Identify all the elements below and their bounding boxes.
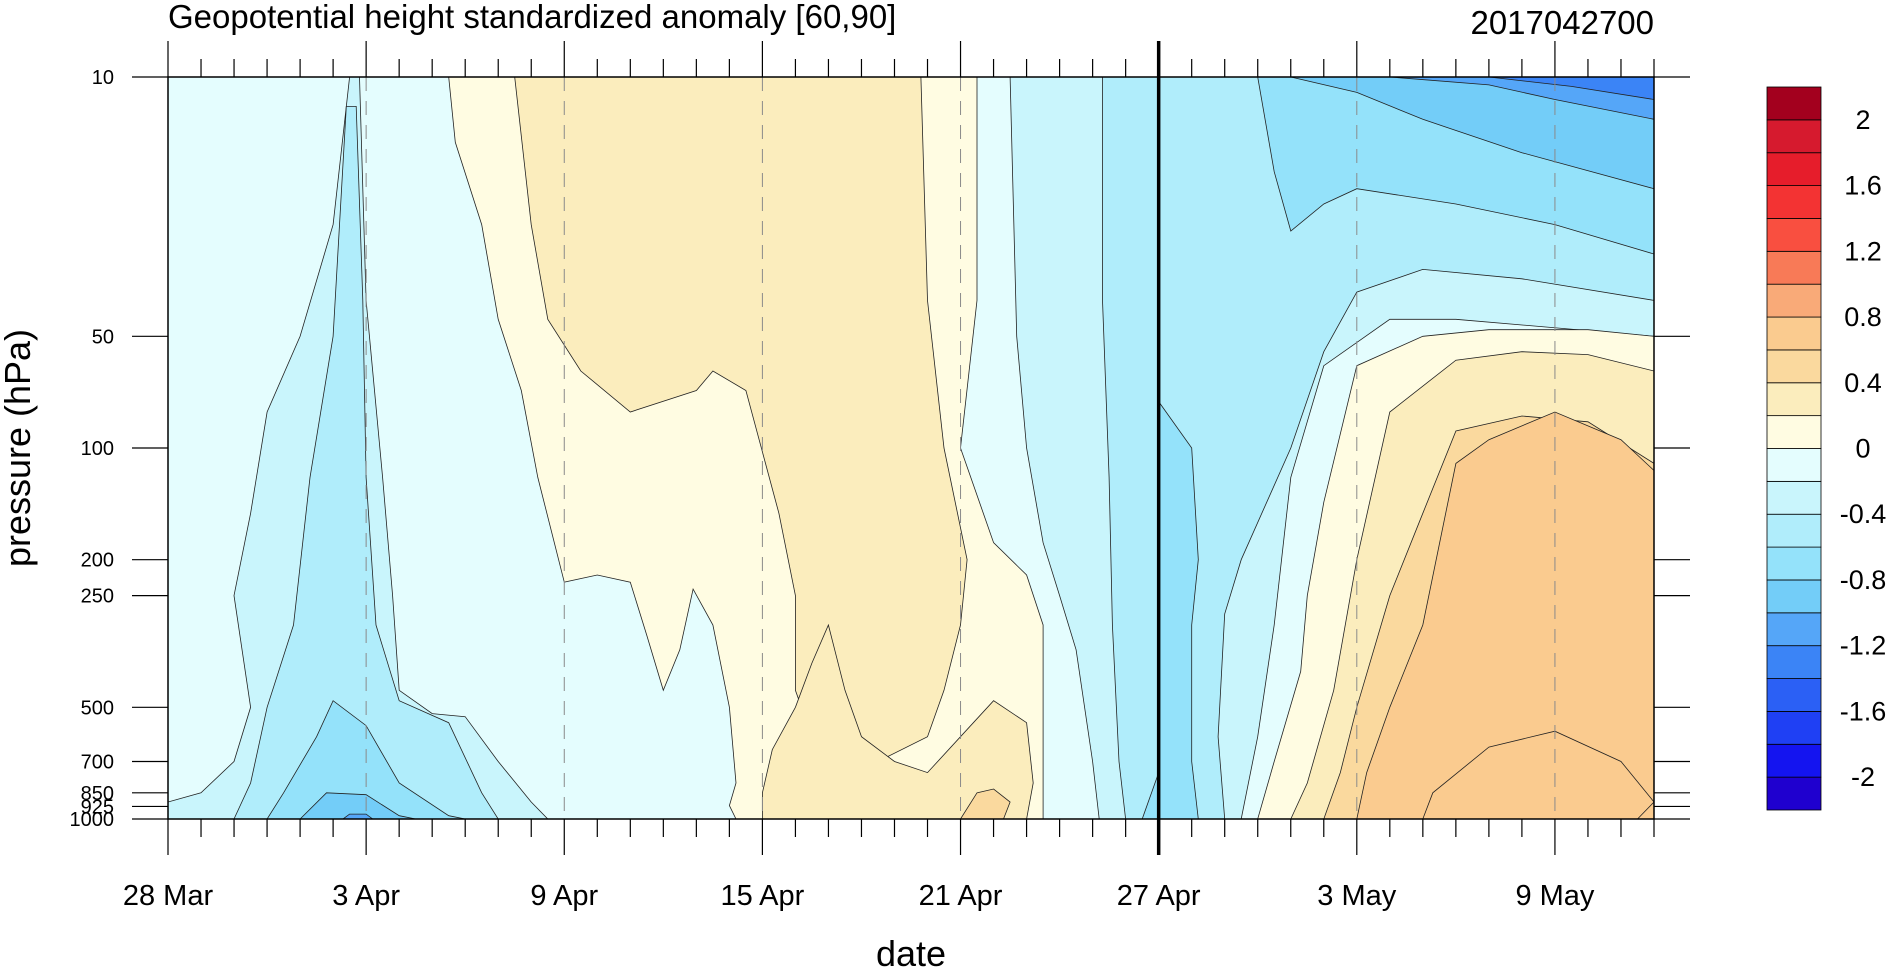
colorbar-tick-label: 1.2	[1844, 236, 1882, 266]
colorbar-swatch	[1766, 448, 1822, 482]
colorbar-swatch	[1766, 218, 1822, 252]
colorbar-tick-label: -1.6	[1840, 696, 1887, 726]
colorbar-swatch	[1766, 711, 1822, 745]
colorbar-swatch	[1766, 678, 1822, 712]
colorbar-swatch	[1766, 119, 1822, 154]
y-tick-label: 925	[81, 796, 114, 818]
contour-fills	[168, 77, 1654, 819]
colorbar-swatch	[1766, 152, 1822, 186]
colorbar-swatch	[1766, 645, 1822, 679]
x-tick-label: 27 Apr	[1117, 880, 1201, 912]
contour-region-21	[1422, 730, 1654, 819]
colorbar-swatch	[1766, 185, 1822, 219]
colorbar-tick-label: -0.4	[1840, 499, 1887, 529]
colorbar-swatch	[1766, 546, 1822, 581]
x-tick-label: 28 Mar	[123, 880, 214, 912]
colorbar-swatch	[1766, 579, 1822, 614]
colorbar-tick-label: 0.4	[1844, 368, 1882, 398]
x-tick-label: 3 May	[1317, 880, 1396, 912]
colorbar-swatch	[1766, 415, 1822, 449]
contour-region-9	[342, 813, 374, 819]
contour-region-14	[1290, 77, 1654, 190]
contour-region-16	[1488, 77, 1654, 100]
colorbar-tick-label: -2	[1851, 762, 1875, 792]
colorbar-swatch	[1766, 86, 1822, 121]
contour-region-8	[299, 792, 416, 819]
colorbar-tick-label: 0	[1855, 434, 1870, 464]
y-tick-label: 50	[92, 326, 114, 348]
y-tick-label: 700	[81, 752, 114, 774]
y-axis-label: pressure (hPa)	[0, 329, 38, 567]
colorbar-swatch	[1766, 480, 1822, 515]
y-tick-label: 250	[81, 586, 114, 608]
x-axis: 28 Mar 3 Apr 9 Apr 15 Apr 21 Apr 27 Apr 3 May 9…	[123, 41, 1655, 912]
colorbar-swatch	[1766, 612, 1822, 647]
colorbar-swatch	[1766, 283, 1822, 318]
contour-region-12	[1141, 400, 1199, 819]
y-tick-label: 1000	[70, 809, 115, 831]
x-tick-label: 9 May	[1515, 880, 1594, 912]
y-tick-label: 500	[81, 697, 114, 719]
x-tick-label: 21 Apr	[919, 880, 1003, 912]
colorbar-swatch	[1766, 743, 1822, 778]
contour-region-11	[1102, 77, 1654, 819]
chart-title: Geopotential height standardized anomaly…	[168, 0, 896, 35]
x-axis-label: date	[876, 933, 946, 969]
colorbar: 2 1.6 1.2 0.8 0.4 0 -0.4 -0.8 -1.2 -1.6 -2	[1766, 86, 1887, 811]
colorbar-swatch	[1766, 316, 1822, 351]
colorbar-tick-label: -1.2	[1840, 631, 1887, 661]
date-label: 2017042700	[1470, 4, 1654, 41]
colorbar-swatch	[1766, 250, 1822, 285]
contour-region-5	[960, 788, 1011, 819]
colorbar-swatch	[1766, 349, 1822, 384]
colorbar-tick-label: 2	[1855, 105, 1870, 135]
colorbar-tick-label: 1.6	[1844, 171, 1882, 201]
contour-region-20	[1356, 411, 1654, 819]
x-tick-label: 15 Apr	[720, 880, 804, 912]
contour-region-6	[233, 106, 499, 819]
x-tick-label: 3 Apr	[332, 880, 400, 912]
colorbar-tick-label: 0.8	[1844, 302, 1882, 332]
y-tick-label: 10	[92, 67, 114, 89]
contour-region-4	[762, 623, 1034, 819]
y-tick-label: 850	[81, 783, 114, 805]
colorbar-tick-label: -0.8	[1840, 565, 1887, 595]
y-tick-label: 100	[81, 438, 114, 460]
colorbar-swatch	[1766, 513, 1822, 548]
x-tick-label: 9 Apr	[530, 880, 598, 912]
colorbar-swatch	[1766, 382, 1822, 417]
colorbar-swatch	[1766, 776, 1822, 811]
y-tick-label: 200	[81, 550, 114, 572]
